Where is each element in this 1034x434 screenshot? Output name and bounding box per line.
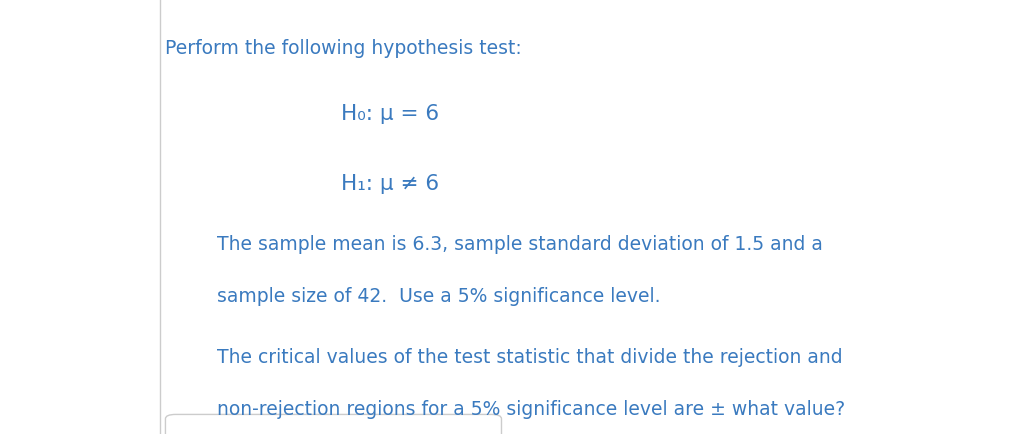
Text: Perform the following hypothesis test:: Perform the following hypothesis test: (165, 39, 522, 58)
Text: H₁: μ ≠ 6: H₁: μ ≠ 6 (341, 174, 439, 194)
FancyBboxPatch shape (165, 414, 501, 434)
Text: The sample mean is 6.3, sample standard deviation of 1.5 and a: The sample mean is 6.3, sample standard … (217, 234, 823, 253)
Text: H₀: μ = 6: H₀: μ = 6 (341, 104, 439, 124)
Text: sample size of 42.  Use a 5% significance level.: sample size of 42. Use a 5% significance… (217, 286, 661, 306)
Text: The critical values of the test statistic that divide the rejection and: The critical values of the test statisti… (217, 347, 843, 366)
Text: non-rejection regions for a 5% significance level are ± what value?: non-rejection regions for a 5% significa… (217, 399, 845, 418)
